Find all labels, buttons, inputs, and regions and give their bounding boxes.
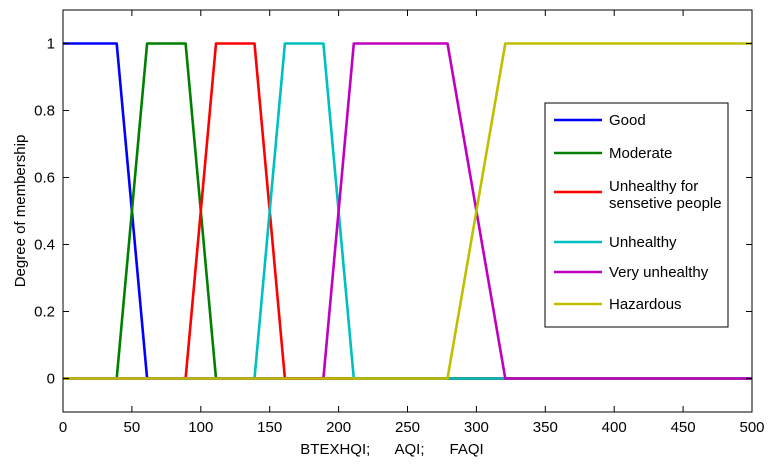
x-tick-label: 200 <box>326 419 351 436</box>
y-tick-label: 0.2 <box>34 304 55 321</box>
x-tick-label: 450 <box>671 419 696 436</box>
y-tick-label: 0.4 <box>34 237 55 254</box>
y-tick-label: 0.6 <box>34 170 55 187</box>
x-tick-label: 250 <box>395 419 420 436</box>
y-tick-label: 0.8 <box>34 103 55 120</box>
ticks-layer: 0 50 100 150 200 250 300 350 400 450 500 0 0.2 0.4 0.6… <box>34 10 765 436</box>
x-tick-label: 0 <box>59 419 67 436</box>
x-tick-label: 300 <box>464 419 489 436</box>
legend-label: Unhealthy <box>609 234 677 251</box>
legend-label: Moderate <box>609 145 672 162</box>
legend-label: Hazardous <box>609 296 682 313</box>
y-tick-label: 0 <box>47 371 55 388</box>
series-layer <box>63 42 752 380</box>
legend-label: Very unhealthy <box>609 264 709 281</box>
x-tick-label: 100 <box>188 419 213 436</box>
legend-label: sensetive people <box>609 195 722 212</box>
x-axis-label: BTEXHQI; AQI; FAQI <box>300 441 483 458</box>
legend-label: Good <box>609 112 646 129</box>
legend-box <box>544 102 729 328</box>
x-tick-label: 400 <box>602 419 627 436</box>
x-tick-label: 150 <box>257 419 282 436</box>
x-tick-label: 500 <box>739 419 764 436</box>
y-tick-label: 1 <box>47 36 55 53</box>
x-tick-label: 350 <box>533 419 558 436</box>
series-line-hazardous <box>63 42 752 380</box>
x-tick-label: 50 <box>124 419 141 436</box>
y-axis-label: Degree of membership <box>12 135 29 288</box>
legend-label: Unhealthy for <box>609 178 698 195</box>
